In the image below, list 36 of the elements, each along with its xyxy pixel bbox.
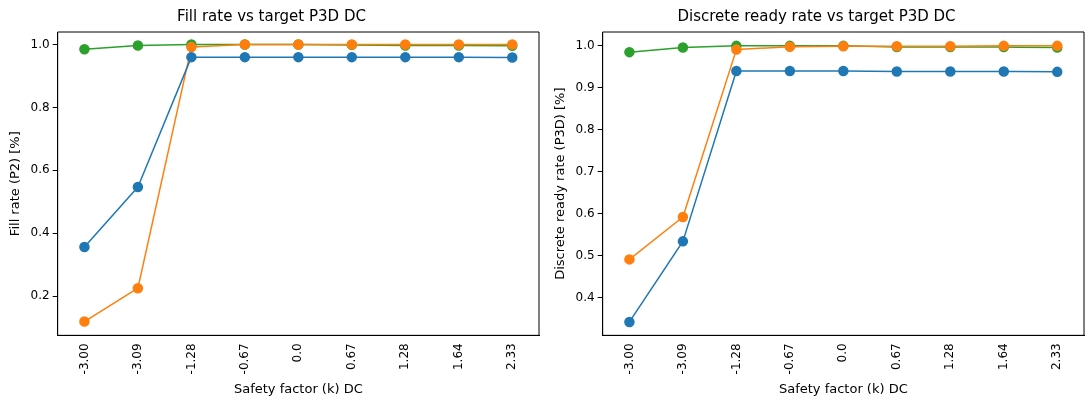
y-tick-label: 0.6 [575,205,595,220]
x-tick-label: 0.0 [835,343,850,363]
x-tick-label: -0.67 [781,343,796,375]
x-tick-label: 0.67 [888,343,903,371]
x-tick-label: -1.28 [183,343,198,375]
x-axis-title: Safety factor (k) DC [778,380,908,396]
y-tick-label: 0.7 [575,163,595,178]
y-tick-label: 0.9 [575,79,595,94]
y-tick-label: 0.5 [575,247,595,262]
x-tick-label: 0.67 [343,343,358,371]
x-tick-label: 2.33 [504,343,519,371]
x-tick-label: 1.28 [942,343,957,371]
y-axis-title: Discrete ready rate (P3D) [%] [552,87,568,280]
y-tick-label: 1.0 [30,36,50,51]
x-tick-label: 2.33 [1049,343,1064,371]
x-tick-label: -3.00 [76,343,91,375]
y-tick-label: 0.8 [30,99,50,114]
y-tick-label: 0.4 [575,289,595,304]
x-tick-label: -3.09 [675,343,690,375]
y-tick-label: 0.4 [30,225,50,240]
chart-title: Discrete ready rate vs target P3D DC [677,6,956,25]
y-axis-title: Fill rate (P2) [%] [7,131,23,237]
y-tick-label: 0.2 [30,288,50,303]
y-tick-label: 0.8 [575,121,595,136]
x-tick-label: -0.67 [236,343,251,375]
x-tick-label: -1.28 [728,343,743,375]
x-tick-label: 1.64 [995,343,1010,371]
x-tick-label: -3.09 [130,343,145,375]
x-tick-label: 0.0 [290,343,305,363]
chart-title: Fill rate vs target P3D DC [177,6,366,25]
x-tick-label: -3.00 [621,343,636,375]
x-tick-label: 1.64 [450,343,465,371]
y-tick-label: 1.0 [575,37,595,52]
x-tick-label: 1.28 [397,343,412,371]
y-tick-label: 0.6 [30,162,50,177]
x-axis-title: Safety factor (k) DC [233,380,363,396]
